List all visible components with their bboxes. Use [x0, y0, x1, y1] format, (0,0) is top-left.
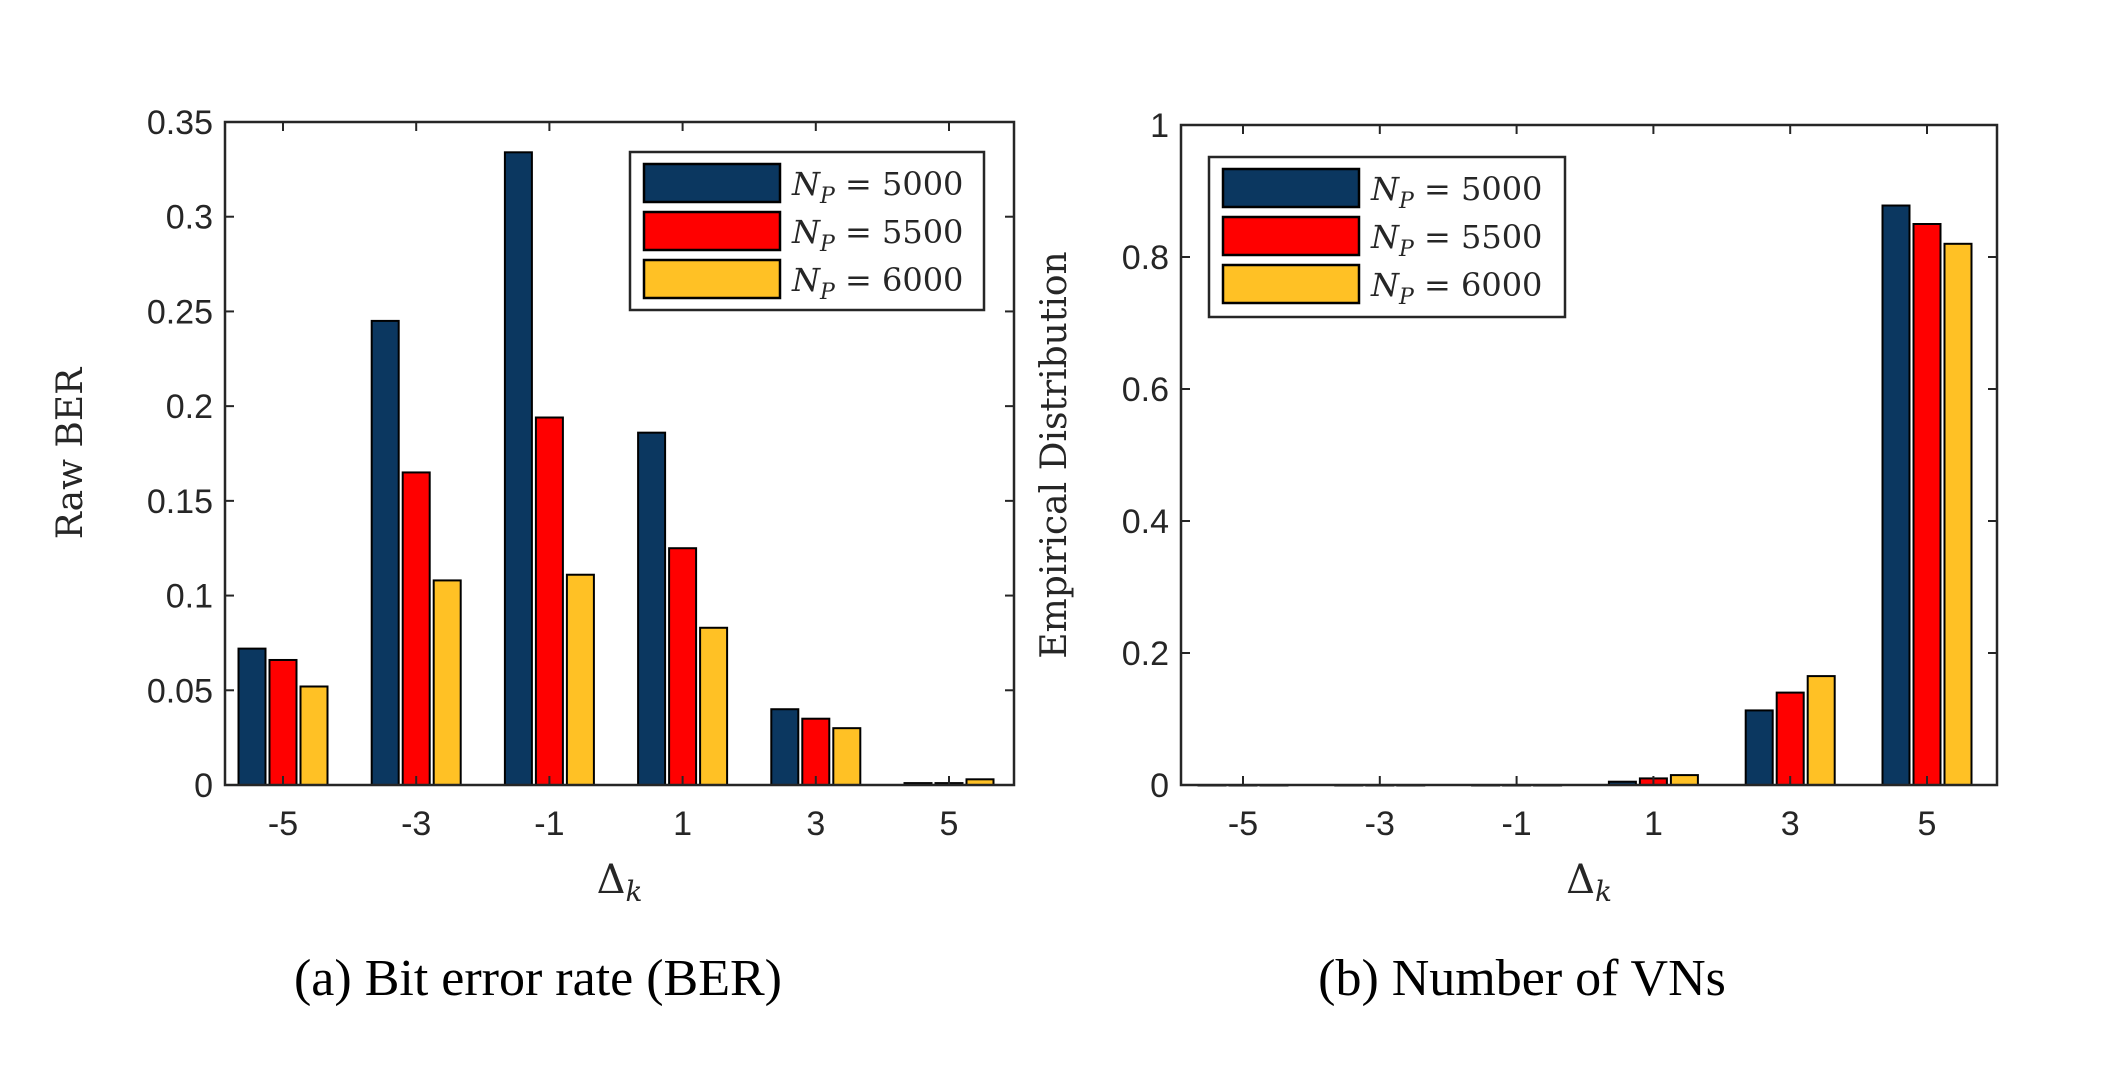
- x-axis-label: Δk: [597, 857, 643, 908]
- bar: [832, 727, 862, 787]
- bar: [565, 573, 595, 787]
- y-tick-label: 0.2: [1122, 635, 1169, 673]
- legend-swatch: [642, 162, 782, 204]
- axes-box: [223, 120, 1016, 787]
- legend-swatch: [1221, 263, 1361, 305]
- figure-caption: (b) Number of VNs: [1318, 950, 1726, 1007]
- bar: [370, 319, 400, 786]
- y-axis-label: Raw BER: [50, 367, 91, 539]
- legend-swatch: [1221, 167, 1361, 209]
- x-axis-label: Δk: [1566, 857, 1612, 908]
- legend-label: NP = 5500: [1370, 218, 1542, 262]
- bar: [699, 626, 729, 786]
- axes-box: [1179, 123, 1999, 787]
- y-tick-label: 0.4: [1122, 503, 1169, 541]
- bar: [801, 717, 831, 787]
- bar: [1806, 675, 1836, 786]
- legend-swatch: [642, 258, 782, 300]
- y-tick-label: 0.3: [166, 199, 213, 237]
- x-tick-label: 5: [1918, 805, 1937, 843]
- bar: [1912, 223, 1942, 786]
- x-tick-label: -3: [401, 805, 431, 843]
- x-tick-label: -5: [1228, 805, 1258, 843]
- y-tick-label: 0.8: [1122, 239, 1169, 277]
- legend-label: NP = 5000: [1370, 170, 1542, 214]
- bar: [668, 547, 698, 787]
- legend-swatch: [1221, 215, 1361, 257]
- bar: [503, 151, 533, 786]
- y-tick-label: 0.1: [166, 578, 213, 616]
- legend-swatch: [642, 210, 782, 252]
- x-tick-label: -3: [1365, 805, 1395, 843]
- bar: [401, 471, 431, 786]
- bar: [1744, 709, 1774, 786]
- y-tick-label: 1: [1150, 107, 1169, 145]
- y-tick-label: 0.15: [147, 483, 213, 521]
- y-tick-label: 0.6: [1122, 371, 1169, 409]
- x-tick-label: -1: [534, 805, 564, 843]
- bar: [1881, 204, 1911, 786]
- legend-label: NP = 6000: [791, 261, 963, 305]
- chart-b: 0 0.2 0.4 0.6 0.8 1 -5 -3 -1 1 3 5 Δk Empirical Distr…: [1034, 107, 1999, 1007]
- bar: [237, 647, 267, 787]
- x-tick-label: 3: [1781, 805, 1800, 843]
- legend-label: NP = 6000: [1370, 266, 1542, 310]
- bar: [637, 431, 667, 786]
- figure-caption: (a) Bit error rate (BER): [294, 950, 782, 1007]
- legend-label: NP = 5500: [791, 213, 963, 257]
- legend-label: NP = 5000: [791, 165, 963, 209]
- y-tick-label: 0.35: [147, 104, 213, 142]
- x-tick-label: 1: [673, 805, 692, 843]
- x-tick-label: 3: [806, 805, 825, 843]
- y-tick-label: 0.25: [147, 293, 213, 331]
- bar: [1943, 242, 1973, 787]
- bar: [534, 416, 564, 786]
- bar: [299, 685, 329, 786]
- x-tick-label: 1: [1644, 805, 1663, 843]
- bar: [1669, 774, 1699, 786]
- y-axis-label: Empirical Distribution: [1034, 251, 1075, 658]
- bar: [770, 708, 800, 787]
- chart-a: 0 0.05 0.1 0.15 0.2 0.25 0.3 0.35 -5 -3 -1 1 3 5 Δk Raw…: [50, 104, 1016, 1007]
- x-tick-label: -5: [268, 805, 298, 843]
- y-tick-label: 0: [194, 767, 213, 805]
- x-tick-label: 5: [940, 805, 959, 843]
- bar: [268, 658, 298, 787]
- y-tick-label: 0.05: [147, 672, 213, 710]
- y-tick-label: 0.2: [166, 388, 213, 426]
- y-tick-label: 0: [1150, 767, 1169, 805]
- bar: [432, 579, 462, 786]
- x-tick-label: -1: [1501, 805, 1531, 843]
- bar: [1775, 691, 1805, 786]
